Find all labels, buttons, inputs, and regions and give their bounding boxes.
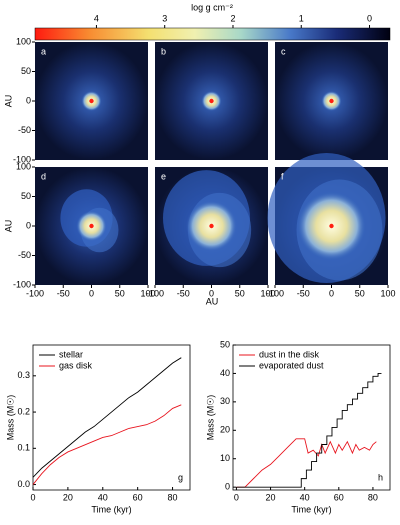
y-axis-label: AU: [3, 95, 13, 108]
tick-label: 4: [94, 13, 99, 23]
x-tick-label: 0: [329, 288, 334, 298]
line: [236, 372, 382, 488]
x-tick-label: 50: [355, 288, 365, 298]
legend-label: gas disk: [59, 360, 93, 370]
x-tick-label: -50: [297, 288, 310, 298]
x-tick-label: 0: [30, 492, 35, 502]
star: [329, 98, 334, 104]
x-tick-label: -50: [57, 288, 70, 298]
x-tick-label: 0: [209, 288, 214, 298]
x-tick-label: -100: [266, 288, 284, 298]
x-tick-label: 40: [300, 492, 310, 502]
x-tick-label: 80: [168, 492, 178, 502]
line: [32, 404, 182, 485]
x-tick-label: 40: [98, 492, 108, 502]
x-tick-label: 60: [133, 492, 143, 502]
x-tick-label: 50: [235, 288, 245, 298]
y-tick-label: 0.2: [17, 406, 30, 416]
star: [89, 98, 94, 104]
colorbar: [34, 27, 391, 41]
y-axis-label: Mass (M☉): [5, 395, 15, 441]
panel-label: d: [41, 171, 46, 181]
x-tick-label: 20: [266, 492, 276, 502]
plot-frame: [32, 344, 191, 491]
y-tick-label: -100: [13, 279, 31, 289]
x-tick-label: 20: [63, 492, 73, 502]
legend-label: dust in the disk: [259, 349, 320, 359]
line: [32, 357, 182, 478]
x-tick-label: -100: [146, 288, 164, 298]
y-tick-label: 0: [26, 95, 31, 105]
y-axis-label: Mass (M☉): [205, 395, 215, 441]
y-tick-label: 20: [220, 425, 230, 435]
star: [329, 223, 334, 229]
x-tick-label: 60: [334, 492, 344, 502]
x-tick-label: 100: [380, 288, 395, 298]
panel-label: e: [161, 171, 166, 181]
y-tick-label: 0: [26, 220, 31, 230]
x-axis-label: AU: [206, 296, 219, 306]
star: [209, 223, 214, 229]
panel-label: g: [178, 472, 183, 482]
x-axis-label: Time (kyr): [91, 504, 131, 514]
star: [89, 223, 94, 229]
y-tick-label: -100: [13, 154, 31, 164]
y-tick-label: 0.1: [17, 443, 30, 453]
y-tick-label: 10: [220, 453, 230, 463]
colorbar-title: log g cm⁻²: [191, 2, 233, 12]
line: [236, 438, 377, 488]
y-tick-label: 40: [220, 368, 230, 378]
panel-label: c: [281, 46, 286, 56]
legend-label: evaporated dust: [259, 360, 324, 370]
plot-frame: [232, 344, 391, 491]
panel-label: a: [41, 46, 46, 56]
x-tick-label: 80: [368, 492, 378, 502]
star: [209, 98, 214, 104]
panel-label: b: [161, 46, 166, 56]
y-tick-label: -50: [18, 125, 31, 135]
x-axis-label: Time (kyr): [291, 504, 331, 514]
y-tick-label: 50: [21, 191, 31, 201]
panel-label: f: [281, 171, 284, 181]
y-tick-label: 0: [225, 482, 230, 492]
y-axis-label: AU: [3, 220, 13, 233]
x-tick-label: -100: [26, 288, 44, 298]
tick-label: 3: [162, 13, 167, 23]
x-tick-label: 100: [140, 288, 155, 298]
x-tick-label: 100: [260, 288, 275, 298]
x-tick-label: 0: [89, 288, 94, 298]
x-tick-label: -50: [177, 288, 190, 298]
tick-label: 2: [230, 13, 235, 23]
y-tick-label: 100: [16, 36, 31, 46]
y-tick-label: -50: [18, 250, 31, 260]
y-tick-label: 0.0: [17, 479, 30, 489]
y-tick-label: 50: [220, 339, 230, 349]
tick-label: 1: [299, 13, 304, 23]
y-tick-label: 30: [220, 396, 230, 406]
y-tick-label: 50: [21, 66, 31, 76]
x-tick-label: 50: [115, 288, 125, 298]
legend-label: stellar: [59, 349, 83, 359]
y-tick-label: 100: [16, 161, 31, 171]
panel-label: h: [378, 472, 383, 482]
x-tick-label: 0: [234, 492, 239, 502]
tick-label: 0: [367, 13, 372, 23]
y-tick-label: 0.3: [17, 370, 30, 380]
